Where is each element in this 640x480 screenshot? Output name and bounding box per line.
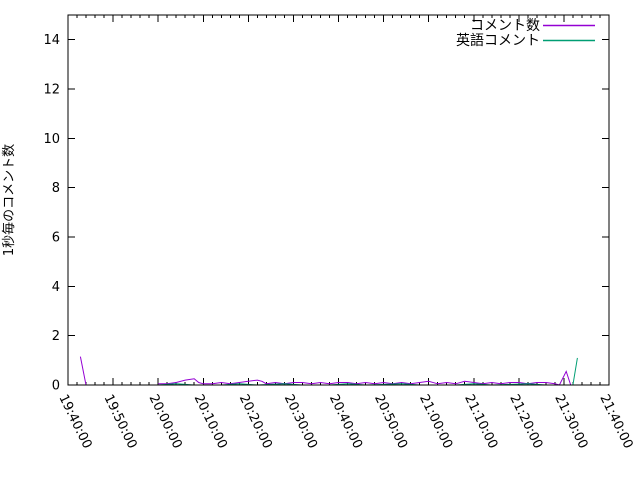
- x-tick-label: 21:30:00: [551, 392, 590, 451]
- series-line-0: [79, 356, 573, 386]
- x-tick-label: 19:50:00: [100, 392, 139, 451]
- legend-item-comments: コメント数: [470, 18, 595, 34]
- legend-item-english-comments: 英語コメント: [456, 32, 595, 49]
- legend-label-english-comments: 英語コメント: [456, 32, 540, 49]
- y-tick-label: 2: [52, 329, 60, 344]
- x-tick-label: 20:20:00: [236, 392, 275, 451]
- x-tick-label: 20:10:00: [191, 392, 230, 451]
- y-tick-label: 14: [43, 33, 60, 48]
- y-tick-label: 4: [52, 280, 60, 295]
- x-tick-label: 20:40:00: [326, 392, 365, 451]
- y-axis-label: 1秒毎のコメント数: [1, 144, 17, 256]
- chart-generated-content: 19:40:00 19:50:00 20:00:00 20:10:00 20:20:00…: [43, 15, 635, 451]
- legend: コメント数 英語コメント: [456, 18, 595, 49]
- x-tick-label: 21:00:00: [416, 392, 455, 451]
- plot-border: [67, 14, 610, 386]
- y-tick-label: 8: [52, 181, 60, 196]
- x-tick-label: 21:40:00: [596, 392, 635, 451]
- legend-label-comments: コメント数: [470, 18, 540, 34]
- y-tick-label: 12: [43, 83, 60, 98]
- x-tick-label: 19:40:00: [55, 392, 94, 451]
- x-tick-label: 21:20:00: [506, 392, 545, 451]
- y-tick-label: 10: [43, 132, 60, 147]
- x-tick-label: 20:50:00: [371, 392, 410, 451]
- x-tick-label: 20:30:00: [281, 392, 320, 451]
- x-tick-label: 21:10:00: [461, 392, 500, 451]
- series-line-1: [158, 357, 578, 386]
- y-tick-label: 6: [52, 231, 60, 246]
- x-tick-label: 20:00:00: [146, 392, 185, 451]
- y-tick-label: 0: [52, 379, 60, 394]
